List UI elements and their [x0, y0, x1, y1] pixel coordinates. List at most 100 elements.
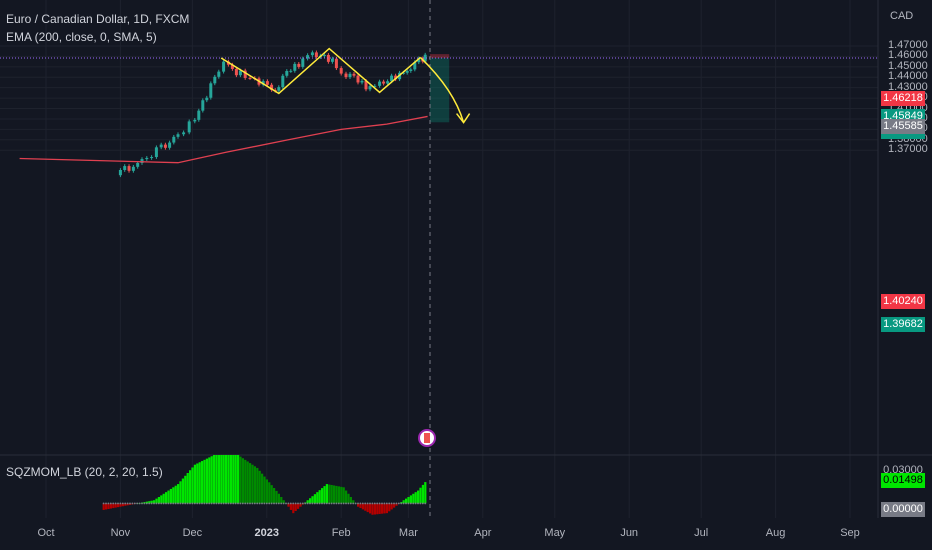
momentum-bar — [119, 503, 122, 507]
squeeze-dot — [342, 502, 345, 505]
momentum-bar — [393, 503, 396, 508]
squeeze-dot — [345, 502, 347, 505]
candle-body — [248, 77, 252, 79]
momentum-bar — [205, 458, 208, 504]
projection-arrow-head — [456, 113, 471, 124]
x-tick-label: Jul — [694, 527, 709, 539]
canada-flag-center — [424, 433, 430, 443]
squeeze-dot — [301, 502, 304, 505]
candle-body — [330, 58, 334, 62]
short-position-tool[interactable] — [430, 54, 450, 123]
momentum-bar — [373, 503, 376, 515]
squeeze-dot — [174, 502, 177, 505]
squeeze-dot — [347, 502, 350, 505]
squeeze-dot — [395, 502, 398, 505]
squeeze-dot — [198, 502, 201, 505]
candle-body — [197, 110, 201, 120]
indicator-legend[interactable]: SQZMOM_LB (20, 2, 20, 1.5) — [6, 465, 163, 479]
squeeze-dot — [162, 502, 165, 505]
squeeze-dot — [265, 502, 268, 505]
momentum-bar — [359, 503, 362, 509]
squeeze-dot — [285, 502, 287, 505]
squeeze-dot — [287, 502, 290, 505]
candle-body — [176, 134, 180, 137]
candle-body — [417, 58, 421, 63]
squeeze-dot — [364, 502, 367, 505]
squeeze-dot — [213, 502, 215, 505]
momentum-bar — [390, 503, 393, 510]
squeeze-dot — [143, 502, 146, 505]
momentum-bar — [162, 493, 165, 504]
momentum-bar — [263, 476, 266, 504]
currency-label: CAD — [890, 10, 914, 22]
candle-body — [378, 81, 382, 86]
canada-event-marker[interactable] — [418, 429, 436, 447]
candle-body — [150, 157, 154, 159]
candle-body — [209, 83, 213, 98]
momentum-bar — [105, 503, 108, 510]
momentum-bar — [220, 455, 223, 504]
squeeze-dot — [150, 502, 153, 505]
momentum-bar — [424, 482, 427, 504]
squeeze-dot — [203, 502, 206, 505]
candle-body — [182, 132, 186, 135]
momentum-bar — [160, 495, 163, 504]
pattern-zigzag-line — [220, 47, 421, 95]
momentum-bar — [325, 484, 328, 504]
y-tick-label: 1.45000 — [888, 59, 928, 72]
squeeze-dot — [400, 502, 403, 505]
squeeze-dot — [417, 502, 419, 505]
momentum-bar — [419, 487, 422, 504]
squeeze-dot — [181, 502, 184, 505]
squeeze-dot — [393, 502, 395, 505]
momentum-bar — [210, 456, 213, 504]
squeeze-dot — [112, 502, 115, 505]
momentum-bar — [316, 492, 319, 504]
squeeze-dot — [249, 502, 251, 505]
squeeze-dot — [121, 502, 124, 505]
momentum-bar — [407, 497, 410, 504]
momentum-bar — [352, 500, 355, 504]
momentum-bar — [414, 492, 417, 504]
candle-body — [159, 144, 163, 148]
momentum-bar — [112, 503, 115, 509]
overlay-lines — [0, 0, 878, 520]
candle-body — [201, 100, 205, 111]
momentum-bar — [184, 475, 187, 504]
squeeze-dot — [196, 502, 199, 505]
squeeze-dot — [354, 502, 357, 505]
momentum-bar — [297, 503, 300, 509]
momentum-bar — [126, 503, 129, 506]
momentum-value-badge: 0.01498 — [881, 473, 925, 488]
ema-legend[interactable]: EMA (200, close, 0, SMA, 5) — [6, 30, 157, 44]
squeeze-dot — [136, 502, 139, 505]
squeeze-dot — [191, 502, 194, 505]
squeeze-dot — [340, 502, 343, 505]
squeeze-dot — [402, 502, 405, 505]
candle-body — [238, 70, 242, 76]
squeeze-dot — [227, 502, 230, 505]
squeeze-dot — [241, 502, 244, 505]
momentum-bar — [102, 503, 105, 510]
momentum-bar — [124, 503, 127, 506]
momentum-bar — [270, 485, 273, 504]
symbol-legend[interactable]: Euro / Canadian Dollar, 1D, FXCM — [6, 12, 190, 26]
squeeze-dot — [251, 502, 254, 505]
candle-body — [281, 75, 285, 88]
momentum-bar — [222, 455, 225, 504]
y-tick-label: 1.37000 — [888, 143, 928, 156]
momentum-bar — [366, 503, 369, 513]
candle-body — [322, 54, 326, 56]
grid-lines — [0, 0, 932, 518]
momentum-bar — [148, 501, 151, 504]
momentum-bar — [321, 488, 324, 504]
momentum-bar — [121, 503, 124, 507]
momentum-bar — [172, 487, 175, 504]
squeeze-dot — [102, 502, 105, 505]
squeeze-dot — [268, 502, 271, 505]
squeeze-dot — [419, 502, 422, 505]
momentum-bar — [268, 482, 271, 504]
momentum-bar — [145, 501, 148, 504]
momentum-bar — [280, 497, 283, 504]
